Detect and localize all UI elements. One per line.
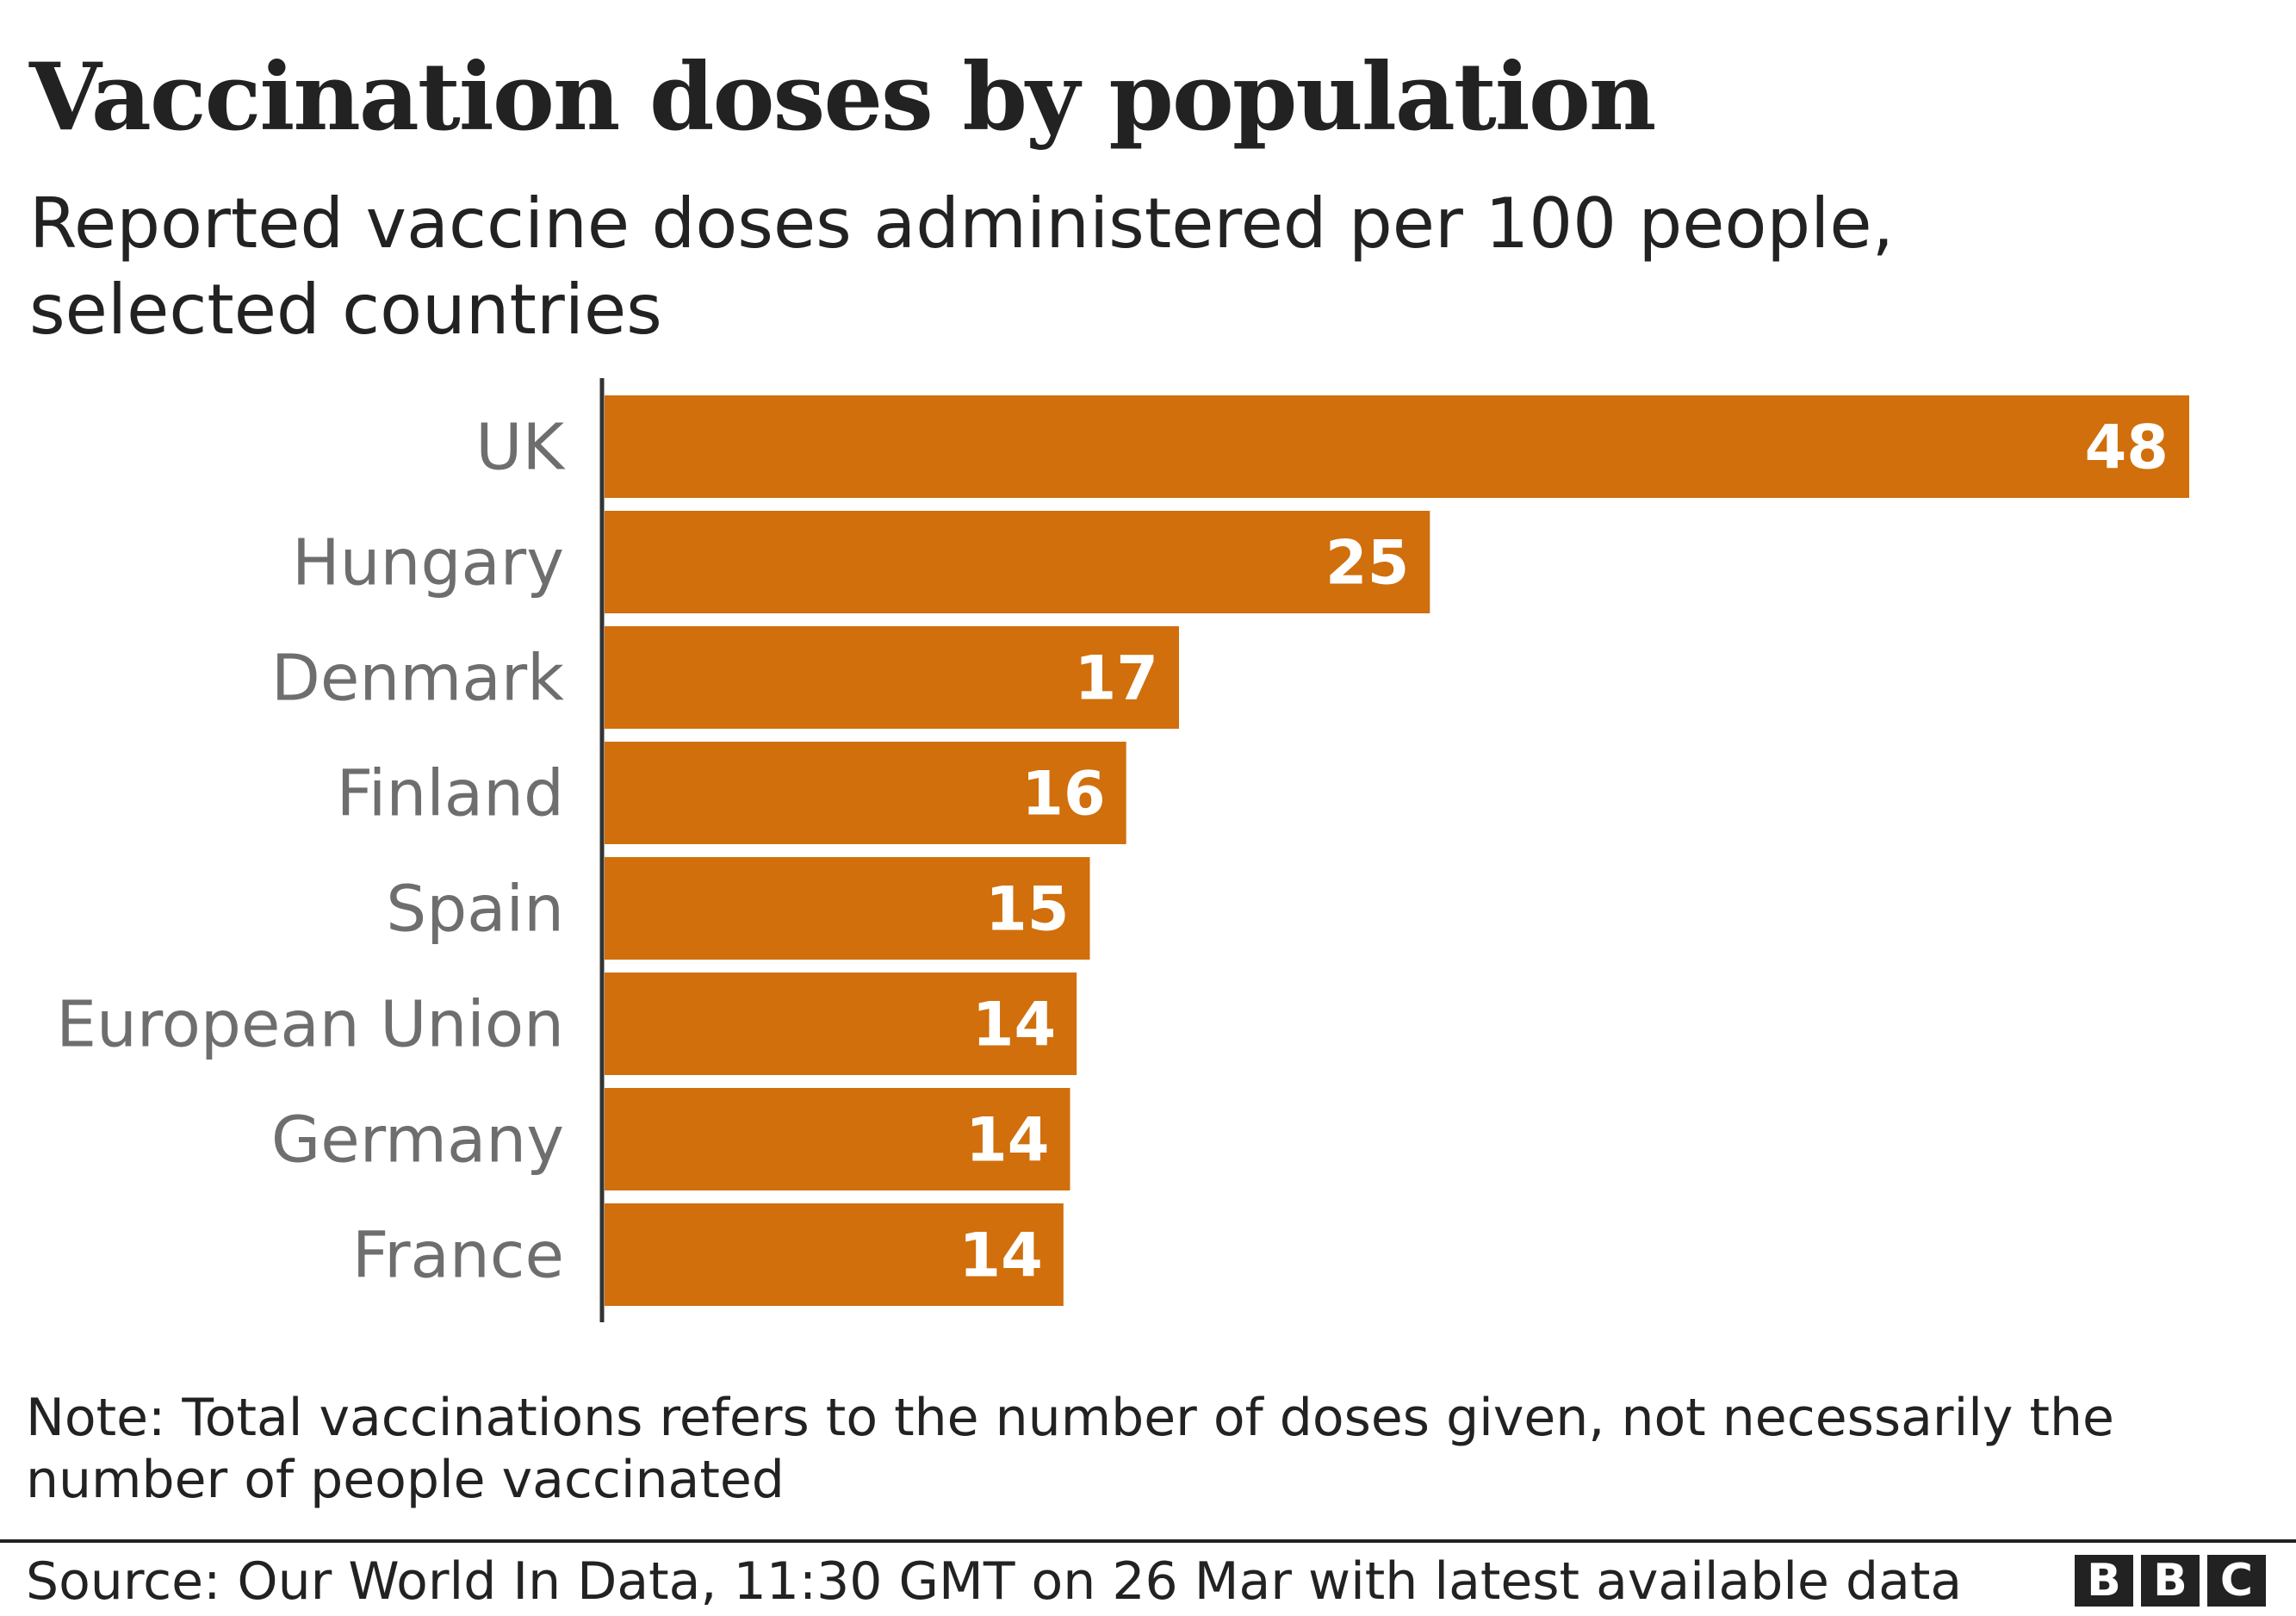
chart-title: Vaccination doses by population [29, 43, 1656, 152]
bar [605, 1088, 1070, 1190]
footer-divider [0, 1539, 2296, 1543]
bbc-logo: B B C [2075, 1555, 2266, 1607]
category-label: France [352, 1219, 564, 1293]
category-label: European Union [56, 988, 564, 1062]
logo-letter: C [2207, 1555, 2266, 1607]
category-label: Denmark [271, 642, 564, 716]
value-label: 14 [965, 1105, 1049, 1176]
bar [605, 857, 1090, 960]
category-label: Hungary [292, 526, 564, 600]
bar [605, 973, 1077, 1075]
value-label: 16 [1021, 759, 1105, 830]
bar [605, 395, 2189, 498]
bar [605, 742, 1126, 844]
bar-chart: UK 48 Hungary 25 Denmark 17 Finland 16 Spain 15 Eu… [56, 378, 2189, 1322]
chart-note: Note: Total vaccinations refers to the n… [26, 1388, 2114, 1510]
logo-letter: B [2141, 1555, 2200, 1607]
value-label: 14 [959, 1221, 1042, 1291]
bar [605, 626, 1179, 729]
category-label: UK [475, 411, 566, 485]
category-label: Spain [386, 873, 564, 947]
value-label: 25 [1325, 528, 1409, 599]
value-label: 15 [985, 874, 1069, 945]
category-label: Germany [271, 1103, 564, 1178]
bar [605, 511, 1430, 613]
value-label: 14 [972, 990, 1056, 1060]
chart-subtitle: Reported vaccine doses administered per … [29, 183, 1895, 350]
category-label: Finland [337, 757, 564, 831]
chart-source: Source: Our World In Data, 11:30 GMT on … [26, 1551, 1963, 1612]
bar [605, 1203, 1064, 1306]
logo-letter: B [2075, 1555, 2133, 1607]
value-label: 17 [1075, 643, 1158, 714]
value-label: 48 [2085, 413, 2169, 483]
